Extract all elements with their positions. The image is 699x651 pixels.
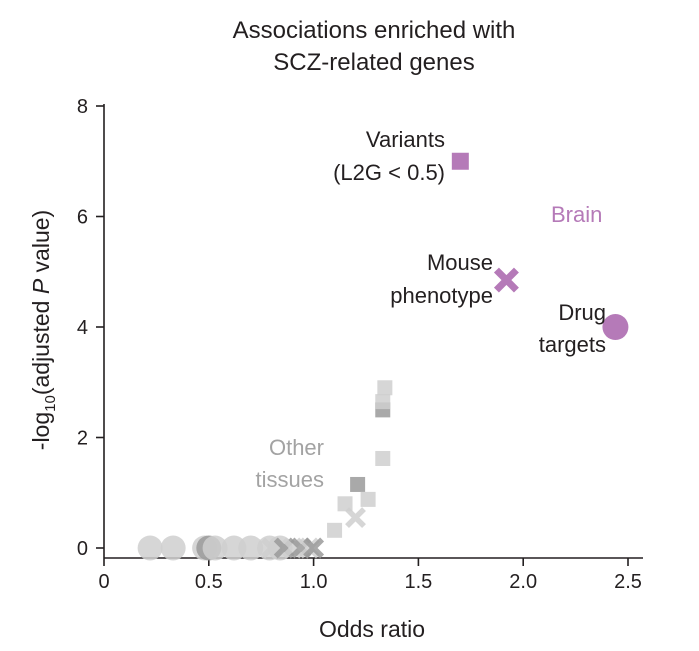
annotation-variants-line-1: Variants <box>366 127 445 152</box>
y-axis-title-italic: P <box>28 278 54 294</box>
other-tissue-square-point <box>375 450 391 466</box>
x-tick-label: 2.5 <box>614 571 642 593</box>
axes <box>103 104 643 559</box>
chart-title-line-2: SCZ-related genes <box>273 49 474 76</box>
brain-cross-point <box>493 267 519 293</box>
y-axis-title-subscript: 10 <box>42 395 59 412</box>
other-tissue-circle-point <box>160 535 186 561</box>
other-tissue-cross-point <box>345 507 366 529</box>
chart-title: Associations enriched with SCZ-related g… <box>233 17 516 76</box>
other-tissue-square-point <box>350 476 366 492</box>
annotation-mouse-line-2: phenotype <box>390 283 493 308</box>
other-tissue-square-point <box>360 491 376 507</box>
annotation-drug-line-1: Drug <box>558 300 606 325</box>
y-axis-title: -log10(adjusted P value) <box>28 210 59 450</box>
y-axis-title-prefix: -log <box>28 412 54 450</box>
x-tick-label: 1.0 <box>300 571 328 593</box>
annotation-brain: Brain <box>551 202 602 227</box>
other-tissue-square-point <box>375 394 391 410</box>
y-tick-label: 2 <box>77 428 88 450</box>
other-tissue-circle-point <box>137 535 163 561</box>
brain-circle-point <box>602 314 629 340</box>
annotation-mouse-line-1: Mouse <box>427 250 493 275</box>
x-tick-label: 2.0 <box>509 571 537 593</box>
annotation-other-line-1: Other <box>269 435 324 460</box>
other-tissue-square-point <box>327 522 343 538</box>
other-tissue-cross-point <box>303 537 325 559</box>
y-tick-label: 4 <box>77 317 88 339</box>
x-tick-label: 1.5 <box>404 571 432 593</box>
other-tissue-square-point <box>377 380 393 396</box>
y-axis-title-middle: (adjusted <box>28 294 54 395</box>
y-axis-title-suffix: value) <box>28 210 54 279</box>
x-axis-title: Odds ratio <box>319 616 425 642</box>
x-tick-label: 0.5 <box>195 571 223 593</box>
x-tick-label: 0 <box>98 571 109 593</box>
y-tick-label: 0 <box>77 538 88 560</box>
annotation-other-line-2: tissues <box>256 467 324 492</box>
chart-title-line-1: Associations enriched with <box>233 17 516 44</box>
annotation-drug-line-2: targets <box>539 332 606 357</box>
other-tissue-circle-point <box>238 535 264 561</box>
y-tick-label: 8 <box>77 96 88 118</box>
other-tissue-cross-point <box>298 537 320 559</box>
axis-ticks: 0 0.5 1.0 1.5 2.0 2.5 0 2 4 6 8 <box>77 96 642 593</box>
y-tick-label: 6 <box>77 207 88 229</box>
brain-square-point <box>451 152 469 170</box>
annotations: Variants (L2G < 0.5) Mouse phenotype Dru… <box>256 127 606 492</box>
annotation-variants-line-2: (L2G < 0.5) <box>333 160 445 185</box>
other-tissue-circle-point <box>202 535 228 561</box>
data-points <box>137 152 629 561</box>
